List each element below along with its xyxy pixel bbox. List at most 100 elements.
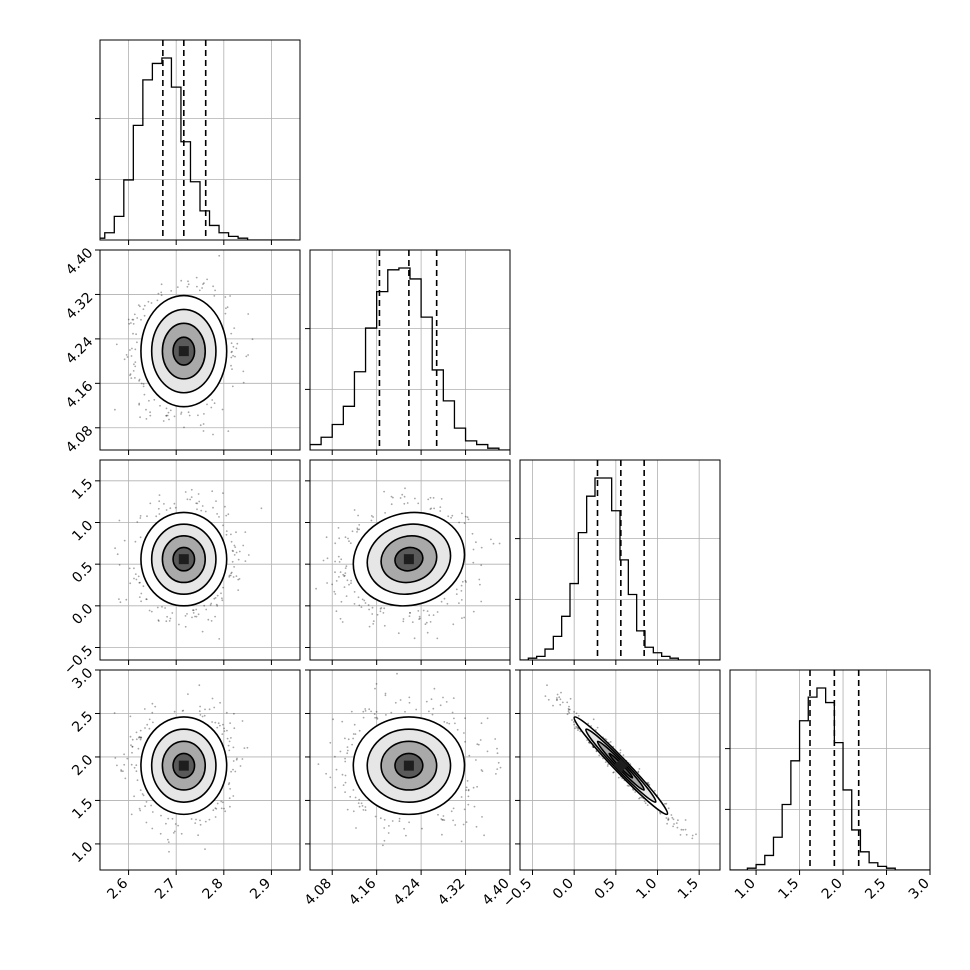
- sample-point: [145, 801, 148, 803]
- sample-point: [639, 796, 641, 799]
- sample-point: [195, 818, 197, 821]
- sample-point: [634, 791, 637, 793]
- sample-point: [163, 503, 165, 505]
- sample-point: [481, 816, 483, 818]
- sample-point: [333, 590, 336, 593]
- sample-point: [677, 819, 679, 822]
- sample-point: [123, 358, 126, 361]
- sample-point: [622, 754, 625, 756]
- sample-point: [433, 507, 435, 510]
- sample-point: [133, 363, 135, 366]
- sample-point: [137, 575, 140, 578]
- sample-point: [198, 710, 201, 713]
- sample-point: [182, 709, 185, 712]
- y-tick-label: 4.40: [63, 245, 96, 278]
- sample-point: [230, 342, 233, 345]
- sample-point: [247, 354, 250, 356]
- sample-point: [152, 721, 154, 724]
- sample-point: [169, 617, 172, 620]
- sample-point: [160, 283, 163, 286]
- sample-point: [364, 809, 367, 812]
- sample-point: [123, 539, 126, 542]
- x-tick-label: 1.5: [675, 876, 702, 903]
- sample-point: [659, 812, 662, 815]
- sample-point: [463, 522, 466, 525]
- sample-point: [210, 620, 213, 622]
- sample-point: [441, 833, 443, 836]
- sample-point: [195, 615, 198, 618]
- sample-point: [401, 493, 404, 496]
- sample-point: [131, 347, 133, 350]
- sample-point: [346, 808, 349, 811]
- sample-point: [667, 807, 670, 810]
- sample-point: [547, 698, 550, 701]
- sample-point: [384, 512, 386, 514]
- sample-point: [225, 514, 228, 517]
- sample-point: [233, 712, 235, 715]
- sample-point: [216, 802, 219, 805]
- panel-frame: [99, 669, 301, 871]
- sample-point: [220, 592, 222, 595]
- sample-point: [203, 282, 205, 284]
- sample-point: [403, 502, 406, 505]
- sample-point: [184, 491, 187, 493]
- sample-point: [492, 542, 495, 545]
- sample-point: [184, 615, 187, 617]
- histogram-panel-0: [95, 39, 301, 245]
- sample-point: [567, 710, 570, 712]
- sample-point: [239, 765, 242, 767]
- sample-point: [672, 825, 674, 828]
- x-tick-label: 4.08: [302, 876, 335, 909]
- sample-point: [225, 711, 228, 714]
- sample-point: [114, 408, 116, 411]
- sample-point: [230, 737, 232, 739]
- sample-point: [166, 414, 169, 417]
- sample-point: [225, 307, 227, 310]
- sample-point: [372, 620, 375, 622]
- sample-point: [480, 600, 483, 603]
- sample-point: [338, 561, 341, 563]
- sample-point: [390, 503, 393, 506]
- sample-point: [200, 509, 203, 512]
- panel-frame: [729, 669, 931, 871]
- sample-point: [442, 815, 445, 817]
- sample-point: [387, 832, 390, 834]
- sample-point: [143, 314, 146, 317]
- density-peak: [403, 760, 414, 771]
- sample-point: [337, 527, 340, 529]
- sample-point: [142, 308, 145, 311]
- sample-point: [130, 744, 132, 747]
- sample-point: [162, 420, 165, 422]
- sample-point: [199, 705, 202, 708]
- sample-point: [345, 595, 348, 597]
- sample-point: [317, 763, 320, 765]
- sample-point: [140, 592, 143, 595]
- sample-point: [362, 809, 365, 811]
- sample-point: [418, 618, 420, 620]
- sample-point: [344, 572, 347, 574]
- sample-point: [445, 701, 448, 703]
- sample-point: [235, 575, 238, 577]
- sample-point: [347, 537, 349, 540]
- sample-point: [344, 781, 347, 784]
- sample-point: [197, 834, 200, 837]
- sample-point: [460, 599, 463, 601]
- sample-point: [592, 718, 595, 721]
- sample-point: [225, 530, 228, 532]
- sample-point: [165, 414, 168, 417]
- sample-point: [160, 814, 162, 817]
- sample-point: [132, 332, 134, 335]
- sample-point: [209, 604, 212, 606]
- sample-point: [148, 609, 151, 612]
- sample-point: [427, 498, 430, 501]
- sample-point: [116, 553, 119, 556]
- sample-point: [588, 741, 590, 744]
- sample-point: [672, 818, 675, 821]
- sample-point: [638, 768, 641, 770]
- sample-point: [130, 763, 133, 766]
- sample-point: [374, 687, 376, 690]
- sample-point: [148, 727, 151, 730]
- sample-point: [464, 740, 466, 743]
- sample-point: [609, 741, 612, 743]
- sample-point: [417, 502, 420, 505]
